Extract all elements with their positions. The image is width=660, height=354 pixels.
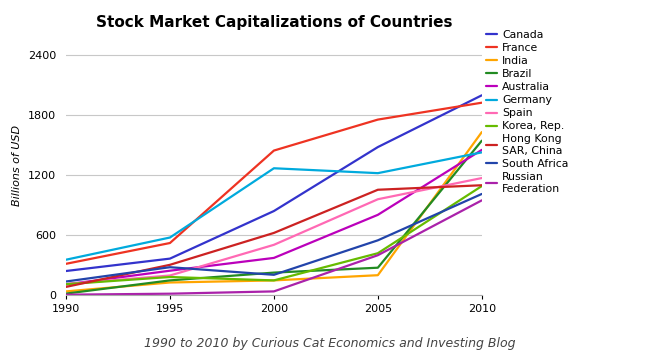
Spain xyxy=(478,176,486,180)
Russian
Federation xyxy=(62,292,70,297)
Korea, Rep. xyxy=(374,251,382,255)
Line: India: India xyxy=(66,132,482,291)
Germany xyxy=(166,235,174,240)
Spain xyxy=(62,282,70,286)
Germany xyxy=(270,166,278,170)
Korea, Rep. xyxy=(270,278,278,282)
Brazil xyxy=(374,266,382,270)
Germany xyxy=(478,150,486,154)
Spain xyxy=(374,197,382,201)
Russian
Federation xyxy=(374,253,382,257)
India xyxy=(166,280,174,285)
France xyxy=(270,148,278,153)
Brazil xyxy=(62,291,70,296)
South Africa xyxy=(270,273,278,277)
Korea, Rep. xyxy=(166,275,174,279)
Legend: Canada, France, India, Brazil, Australia, Germany, Spain, Korea, Rep., Hong Kong: Canada, France, India, Brazil, Australia… xyxy=(486,30,568,194)
Line: Russian
Federation: Russian Federation xyxy=(66,200,482,295)
Canada xyxy=(62,269,70,273)
Line: South Africa: South Africa xyxy=(66,194,482,281)
Y-axis label: Billions of USD: Billions of USD xyxy=(13,125,22,206)
France xyxy=(62,262,70,266)
Brazil xyxy=(166,278,174,282)
South Africa xyxy=(478,192,486,196)
Hong Kong
SAR, China xyxy=(166,263,174,267)
India xyxy=(374,273,382,277)
Australia xyxy=(478,148,486,152)
Australia xyxy=(270,256,278,260)
Line: Australia: Australia xyxy=(66,150,482,284)
Canada xyxy=(270,209,278,213)
Line: Germany: Germany xyxy=(66,152,482,260)
Spain xyxy=(270,243,278,247)
Russian
Federation xyxy=(478,198,486,202)
Hong Kong
SAR, China xyxy=(478,183,486,187)
Hong Kong
SAR, China xyxy=(374,188,382,192)
Hong Kong
SAR, China xyxy=(270,231,278,235)
France xyxy=(374,118,382,122)
Canada xyxy=(166,257,174,261)
Line: Korea, Rep.: Korea, Rep. xyxy=(66,186,482,284)
Canada xyxy=(374,145,382,149)
Hong Kong
SAR, China xyxy=(62,285,70,289)
Brazil xyxy=(270,270,278,275)
South Africa xyxy=(62,279,70,284)
Russian
Federation xyxy=(166,292,174,296)
Germany xyxy=(62,258,70,262)
Canada xyxy=(478,93,486,97)
Australia xyxy=(166,269,174,273)
Australia xyxy=(374,213,382,217)
Russian
Federation xyxy=(270,289,278,293)
India xyxy=(270,278,278,282)
Line: Brazil: Brazil xyxy=(66,141,482,293)
South Africa xyxy=(374,238,382,242)
Korea, Rep. xyxy=(478,184,486,188)
France xyxy=(478,101,486,105)
France xyxy=(166,241,174,245)
Germany xyxy=(374,171,382,175)
Spain xyxy=(166,273,174,278)
Korea, Rep. xyxy=(62,282,70,286)
Line: Hong Kong
SAR, China: Hong Kong SAR, China xyxy=(66,185,482,287)
Title: Stock Market Capitalizations of Countries: Stock Market Capitalizations of Countrie… xyxy=(96,15,452,30)
South Africa xyxy=(166,265,174,269)
Line: Spain: Spain xyxy=(66,178,482,284)
Text: 1990 to 2010 by Curious Cat Economics and Investing Blog: 1990 to 2010 by Curious Cat Economics an… xyxy=(145,337,515,350)
Line: Canada: Canada xyxy=(66,95,482,271)
India xyxy=(62,289,70,293)
Brazil xyxy=(478,138,486,143)
Line: France: France xyxy=(66,103,482,264)
India xyxy=(478,130,486,134)
Australia xyxy=(62,282,70,286)
